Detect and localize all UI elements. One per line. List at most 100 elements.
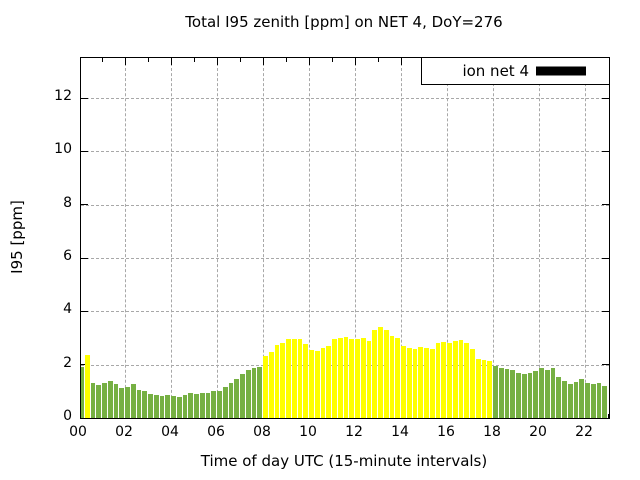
y-tick-label: 4: [63, 301, 72, 318]
x-tick-label: 10: [299, 424, 317, 440]
x-tick-label: 22: [575, 424, 593, 440]
y-tick-left: [81, 204, 88, 206]
bar: [435, 342, 441, 418]
x-tick-top: [170, 58, 172, 65]
x-gridline: [401, 58, 402, 418]
bar: [458, 340, 464, 418]
bar: [268, 352, 274, 418]
bar: [590, 384, 596, 418]
bar: [470, 348, 475, 418]
y-tick-left: [81, 150, 88, 152]
x-tick-top: [331, 58, 333, 62]
x-tick-top: [377, 58, 379, 62]
x-tick-label: 18: [483, 424, 501, 440]
bar: [136, 390, 142, 418]
x-gridline: [125, 58, 126, 418]
bar: [199, 393, 205, 418]
bar: [383, 330, 389, 418]
bar: [257, 367, 262, 418]
bar: [567, 384, 573, 418]
x-tick-top: [216, 58, 218, 65]
bar: [447, 342, 452, 418]
bar: [291, 339, 297, 418]
x-tick-top: [400, 58, 402, 65]
bar: [297, 339, 303, 418]
bar: [188, 392, 193, 418]
bar: [286, 338, 291, 418]
bar: [389, 335, 395, 418]
bar: [303, 344, 308, 418]
bar: [148, 394, 153, 418]
x-tick-bottom: [607, 414, 609, 418]
bar: [579, 379, 584, 418]
bar: [401, 346, 406, 418]
y-tick-right: [602, 204, 609, 206]
bar: [130, 383, 136, 418]
bar: [102, 382, 107, 418]
bar: [194, 394, 199, 418]
bar: [176, 397, 182, 418]
bar: [533, 371, 538, 418]
bar: [481, 360, 487, 418]
bar: [585, 383, 590, 418]
x-tick-label: 08: [253, 424, 271, 440]
x-tick-label: 02: [115, 424, 133, 440]
bar: [337, 337, 343, 418]
bar: [464, 343, 469, 418]
x-tick-label: 14: [391, 424, 409, 440]
bar: [96, 384, 101, 418]
y-axis-label: I95 [ppm]: [8, 200, 26, 274]
x-gridline: [171, 58, 172, 418]
y-tick-right: [602, 364, 609, 366]
x-gridline: [217, 58, 218, 418]
bar: [355, 338, 360, 418]
x-tick-top: [308, 58, 310, 65]
bar: [406, 347, 412, 418]
bar: [171, 396, 176, 418]
y-tick-label: 10: [54, 141, 72, 158]
bar: [211, 390, 216, 418]
bar: [372, 330, 377, 418]
x-tick-top: [239, 58, 241, 62]
y-gridline: [81, 204, 609, 206]
x-tick-top: [124, 58, 126, 65]
bar: [366, 340, 372, 418]
bar: [274, 345, 280, 418]
x-gridline: [355, 58, 356, 418]
legend-box: ion net 4: [421, 57, 610, 85]
plot-area: [80, 57, 610, 419]
bar: [360, 338, 366, 418]
x-tick-top: [262, 58, 264, 65]
bar: [475, 359, 481, 418]
bar: [343, 336, 349, 418]
bar: [424, 347, 429, 418]
x-tick-label: 00: [69, 424, 87, 440]
bar: [245, 370, 251, 418]
bar: [107, 381, 113, 418]
bar: [125, 386, 130, 418]
x-gridline: [309, 58, 310, 418]
x-gridline: [539, 58, 540, 418]
bar: [153, 395, 159, 418]
bar: [510, 369, 515, 418]
bar: [516, 372, 521, 418]
legend-label: ion net 4: [462, 62, 529, 80]
bar: [234, 379, 239, 418]
x-gridline: [493, 58, 494, 418]
bar: [182, 394, 188, 418]
bar: [539, 367, 544, 418]
bar: [521, 374, 527, 418]
bar: [487, 361, 492, 418]
bar: [81, 367, 84, 418]
y-tick-right: [602, 257, 609, 259]
bar: [159, 396, 165, 418]
bar: [493, 365, 498, 418]
bar: [326, 346, 331, 418]
y-tick-label: 8: [63, 194, 72, 211]
bar: [562, 380, 567, 418]
bar: [280, 342, 285, 418]
y-gridline: [81, 98, 609, 99]
y-tick-label: 2: [63, 354, 72, 371]
x-gridline: [585, 58, 586, 418]
